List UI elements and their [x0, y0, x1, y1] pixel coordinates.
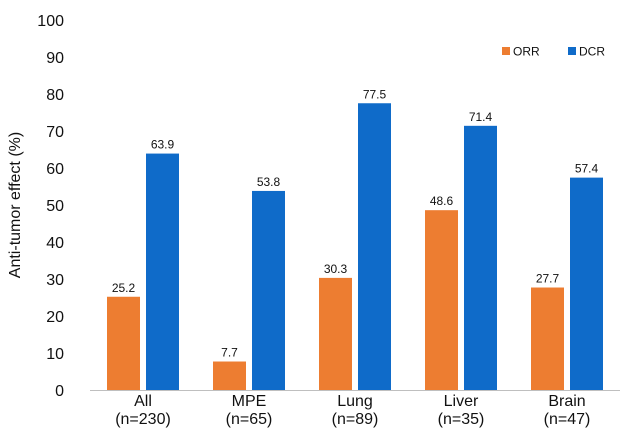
- x-category-label: MPE: [232, 393, 267, 410]
- data-label-orr: 30.3: [324, 262, 348, 276]
- y-tick-label: 90: [46, 50, 64, 67]
- x-category-label: Brain: [548, 393, 585, 410]
- bar-orr-liver: [425, 210, 458, 390]
- data-label-orr: 48.6: [430, 194, 454, 208]
- x-category-count: (n=65): [226, 411, 273, 428]
- data-label-dcr: 53.8: [257, 175, 281, 189]
- x-category-count: (n=230): [115, 411, 171, 428]
- y-tick-label: 80: [46, 87, 64, 104]
- x-category-label: Lung: [337, 393, 373, 410]
- data-label-orr: 27.7: [536, 272, 560, 286]
- bar-dcr-lung: [358, 103, 391, 390]
- data-label-dcr: 57.4: [575, 162, 599, 176]
- y-tick-label: 40: [46, 235, 64, 252]
- bar-series: 25.2 63.9 7.7 53.8 30.3 77.5 48.6 71.4 27.7 57.4: [107, 87, 603, 390]
- y-tick-label: 10: [46, 346, 64, 363]
- x-category-count: (n=89): [332, 411, 379, 428]
- legend-swatch-dcr: [568, 47, 576, 55]
- x-category-count: (n=35): [438, 411, 485, 428]
- x-axis-labels: All(n=230) MPE(n=65) Lung(n=89) Liver(n=35)…: [115, 393, 590, 428]
- data-label-dcr: 77.5: [363, 87, 387, 101]
- bar-orr-lung: [319, 277, 352, 390]
- y-tick-label: 70: [46, 124, 64, 141]
- y-tick-label: 30: [46, 272, 64, 289]
- y-tick-label: 100: [37, 13, 64, 30]
- x-category-label: All: [134, 393, 152, 410]
- bar-dcr-liver: [464, 125, 497, 390]
- x-category-count: (n=47): [544, 411, 591, 428]
- y-tick-label: 20: [46, 309, 64, 326]
- y-axis-ticks: 0 10 20 30 40 50 60 70 80 90 100: [37, 13, 64, 400]
- bar-dcr-all: [146, 153, 179, 390]
- y-tick-label: 60: [46, 161, 64, 178]
- bar-orr-all: [107, 296, 140, 390]
- data-label-orr: 25.2: [112, 281, 136, 295]
- bar-dcr-mpe: [252, 190, 285, 390]
- bar-dcr-brain: [570, 177, 603, 390]
- y-tick-label: 50: [46, 198, 64, 215]
- bar-orr-mpe: [213, 361, 246, 390]
- y-tick-label: 0: [55, 383, 64, 400]
- y-axis-title: Anti-tumor effect (%): [7, 132, 24, 278]
- legend-label-dcr: DCR: [579, 45, 605, 59]
- x-category-label: Liver: [444, 393, 479, 410]
- bar-orr-brain: [531, 287, 564, 390]
- legend-label-orr: ORR: [513, 45, 540, 59]
- data-label-dcr: 63.9: [151, 138, 175, 152]
- data-label-orr: 7.7: [221, 346, 238, 360]
- legend: ORR DCR: [502, 45, 605, 59]
- legend-swatch-orr: [502, 47, 510, 55]
- data-label-dcr: 71.4: [469, 110, 493, 124]
